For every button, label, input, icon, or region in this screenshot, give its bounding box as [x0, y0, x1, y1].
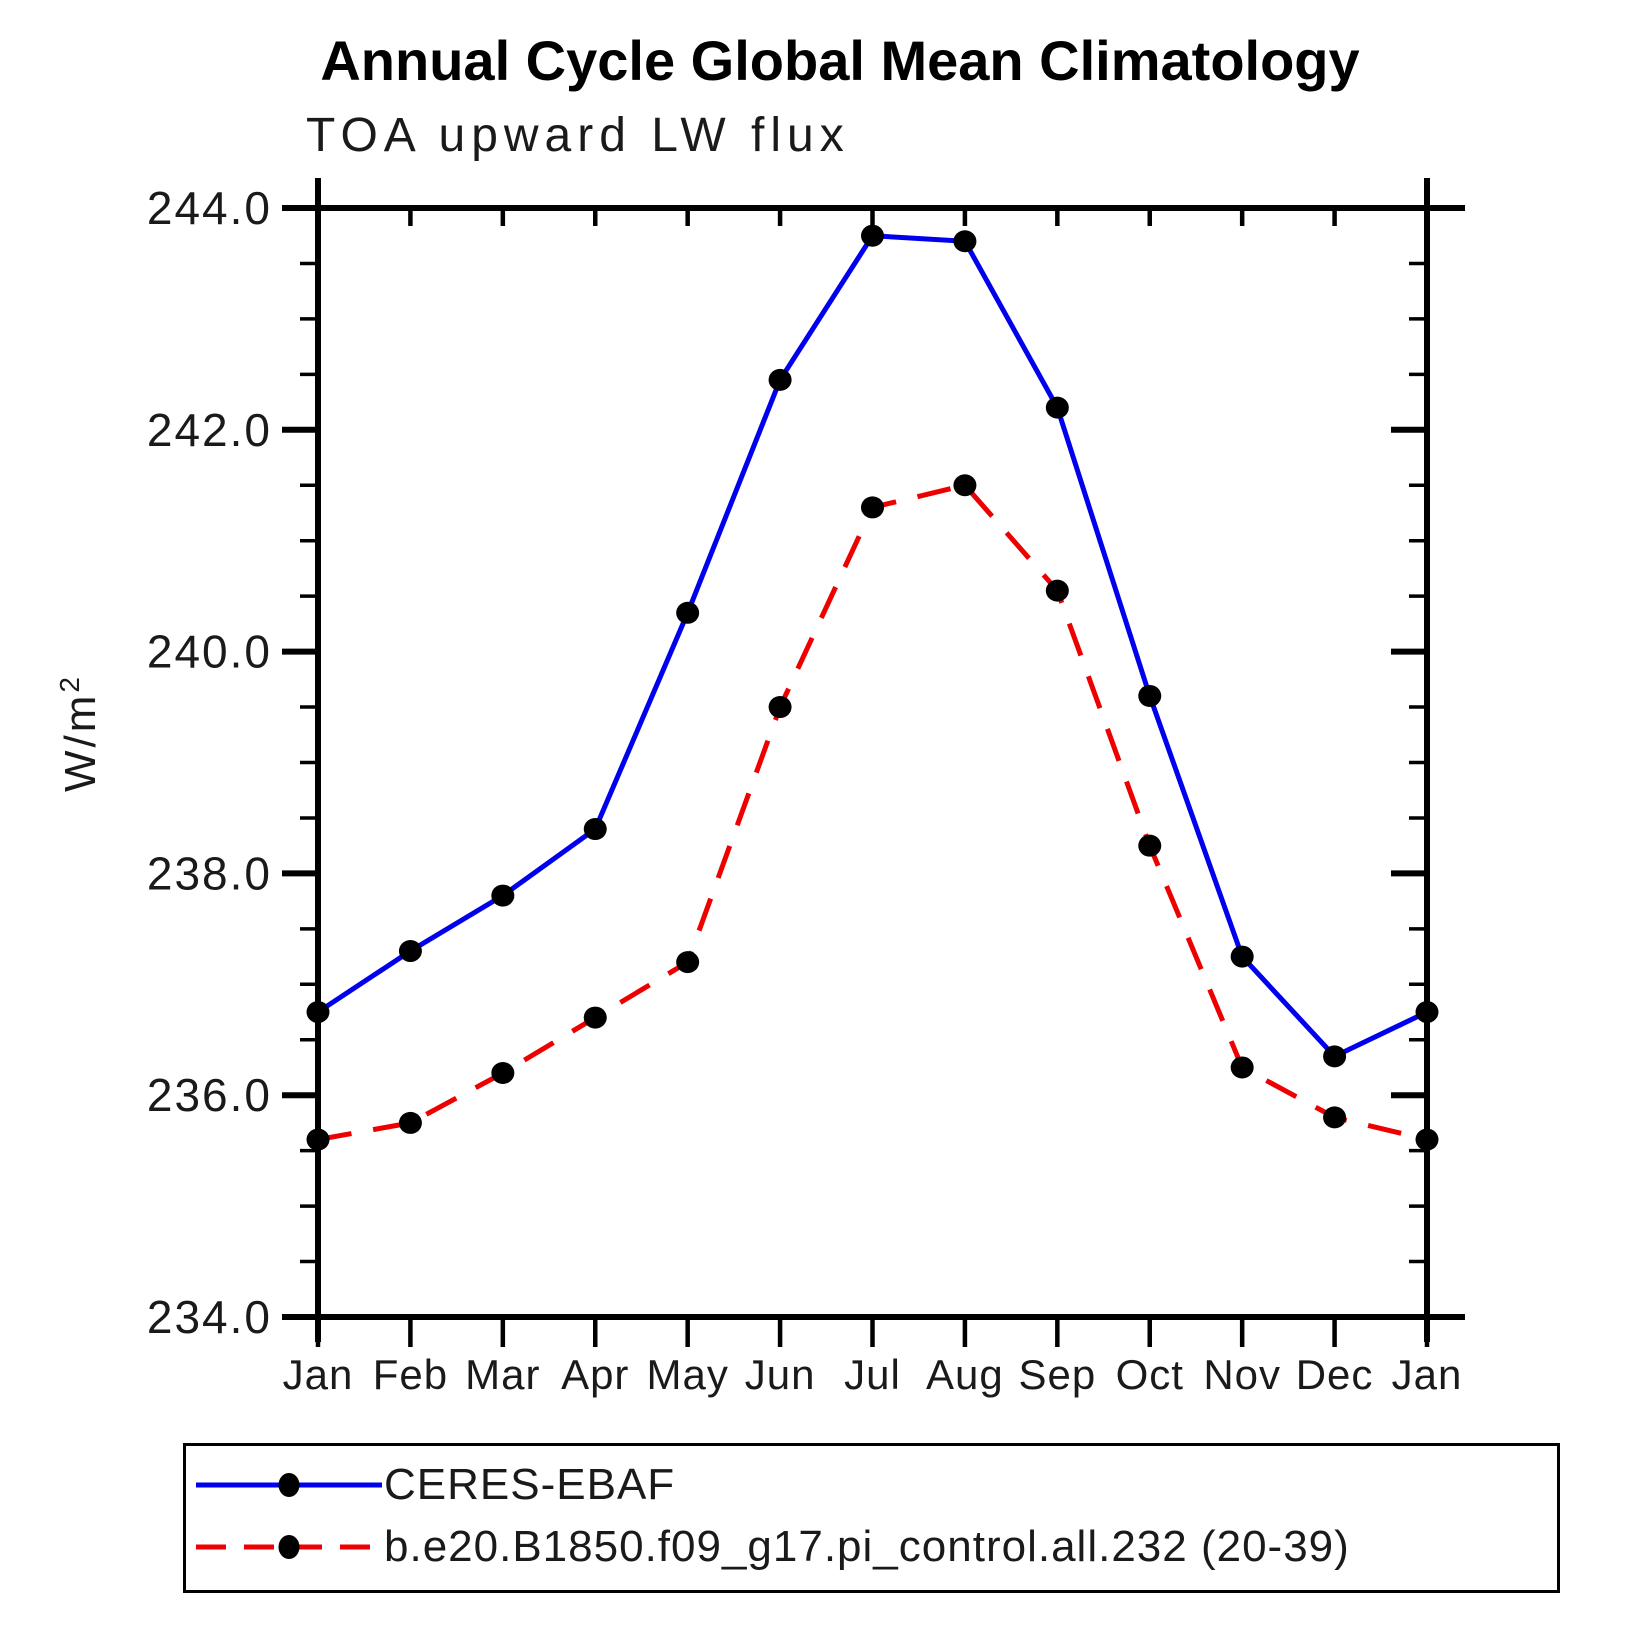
- data-point-ceres-Nov-10: [1230, 945, 1254, 968]
- legend-sample-marker: [278, 1473, 300, 1497]
- data-point-model-Aug-7: [953, 474, 977, 497]
- data-point-ceres-Sep-8: [1045, 396, 1069, 419]
- data-point-ceres-Mar-2: [491, 884, 515, 907]
- x-tick-label: Jan: [283, 1351, 354, 1398]
- x-tick-label: May: [646, 1351, 728, 1398]
- y-tick-label: 240.0: [147, 626, 272, 678]
- data-point-model-Sep-8: [1045, 579, 1069, 602]
- legend: CERES-EBAF b.e20.B1850.f09_g17.pi_control…: [183, 1443, 1560, 1593]
- data-point-ceres-Oct-9: [1138, 684, 1162, 707]
- y-tick-label: 234.0: [147, 1291, 272, 1343]
- data-point-model-Oct-9: [1138, 834, 1162, 857]
- x-tick-label: Feb: [373, 1351, 448, 1398]
- x-tick-label: Aug: [926, 1351, 1004, 1398]
- legend-entry-model: b.e20.B1850.f09_g17.pi_control.all.232 (…: [194, 1516, 1557, 1578]
- data-point-ceres-Dec-11: [1323, 1045, 1347, 1068]
- data-point-model-Jan-0: [306, 1128, 330, 1151]
- data-point-model-Feb-1: [398, 1111, 422, 1134]
- data-point-model-Jun-5: [768, 696, 792, 719]
- y-tick-label: 238.0: [147, 847, 272, 899]
- data-point-ceres-Jan-12: [1415, 1001, 1439, 1024]
- legend-line-sample: [196, 1473, 382, 1497]
- chart-subtitle: TOA upward LW flux: [306, 109, 850, 162]
- data-point-ceres-Jul-6: [861, 224, 884, 247]
- legend-label: CERES-EBAF: [384, 1460, 676, 1509]
- legend-entry-ceres: CERES-EBAF: [194, 1454, 1557, 1516]
- x-tick-label: Sep: [1018, 1351, 1096, 1398]
- data-point-model-May-4: [676, 951, 700, 974]
- x-tick-label: Dec: [1296, 1351, 1374, 1398]
- y-tick-label: 244.0: [147, 182, 272, 234]
- data-point-model-Jul-6: [861, 496, 884, 519]
- legend-label: b.e20.B1850.f09_g17.pi_control.all.232 (…: [384, 1522, 1350, 1571]
- data-point-model-Mar-2: [491, 1062, 515, 1085]
- data-point-ceres-Feb-1: [398, 940, 422, 963]
- series-line-ceres: [316, 233, 1429, 1060]
- legend-sample-marker: [278, 1535, 300, 1559]
- data-point-ceres-Jan-0: [306, 1001, 330, 1024]
- data-point-ceres-Aug-7: [953, 230, 977, 253]
- x-tick-label: Nov: [1203, 1351, 1281, 1398]
- data-point-model-Nov-10: [1230, 1056, 1254, 1079]
- x-tick-label: Apr: [561, 1351, 629, 1398]
- data-point-ceres-Apr-3: [583, 818, 607, 841]
- chart-title: Annual Cycle Global Mean Climatology: [320, 29, 1360, 92]
- data-point-model-Dec-11: [1323, 1106, 1347, 1129]
- data-point-ceres-Jun-5: [768, 368, 792, 391]
- x-tick-label: Jun: [745, 1351, 816, 1398]
- data-point-ceres-May-4: [676, 601, 700, 624]
- data-point-model-Apr-3: [583, 1006, 607, 1029]
- series-line-model: [317, 482, 1428, 1143]
- x-tick-label: Jul: [844, 1351, 901, 1398]
- y-tick-label: 242.0: [147, 404, 272, 456]
- legend-line-sample: [196, 1535, 382, 1559]
- x-tick-label: Jan: [1392, 1351, 1463, 1398]
- x-tick-label: Mar: [465, 1351, 540, 1398]
- y-tick-label: 236.0: [147, 1069, 272, 1121]
- data-point-model-Jan-12: [1415, 1128, 1439, 1151]
- x-tick-label: Oct: [1116, 1351, 1184, 1398]
